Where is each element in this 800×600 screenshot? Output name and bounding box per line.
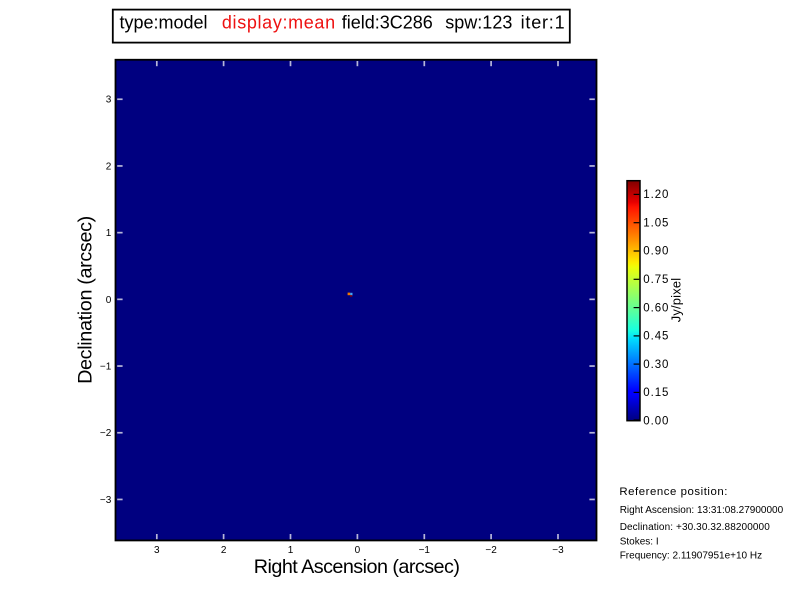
svg-text:−2: −2 — [100, 428, 112, 439]
svg-text:Right Ascension: 13:31:08.2790: Right Ascension: 13:31:08.27900000 — [620, 505, 784, 516]
svg-text:2: 2 — [106, 161, 112, 172]
svg-text:Jy/pixel: Jy/pixel — [669, 278, 684, 323]
svg-text:2: 2 — [221, 545, 227, 556]
svg-text:Declination: +30.30.32.8820000: Declination: +30.30.32.88200000 — [620, 522, 771, 533]
svg-text:3: 3 — [106, 95, 112, 106]
svg-text:Frequency: 2.11907951e+10 Hz: Frequency: 2.11907951e+10 Hz — [620, 551, 762, 562]
svg-text:0.90: 0.90 — [643, 246, 669, 258]
svg-text:1: 1 — [288, 545, 294, 556]
svg-text:3: 3 — [154, 545, 160, 556]
svg-text:Stokes: I: Stokes: I — [620, 537, 659, 548]
svg-text:1.05: 1.05 — [643, 217, 669, 229]
svg-text:0: 0 — [355, 545, 361, 556]
svg-text:−3: −3 — [100, 495, 112, 506]
svg-text:−1: −1 — [100, 362, 112, 373]
svg-text:Reference position:: Reference position: — [619, 486, 728, 498]
svg-text:0.15: 0.15 — [643, 387, 669, 399]
svg-text:Declination (arcsec): Declination (arcsec) — [74, 216, 96, 384]
svg-text:0.60: 0.60 — [643, 302, 669, 314]
svg-text:0: 0 — [106, 295, 112, 306]
svg-text:−2: −2 — [485, 545, 497, 556]
svg-text:Right Ascension (arcsec): Right Ascension (arcsec) — [254, 556, 460, 578]
svg-text:0.30: 0.30 — [643, 359, 669, 371]
svg-text:0.00: 0.00 — [643, 415, 669, 427]
svg-text:0.45: 0.45 — [643, 331, 669, 343]
svg-text:−3: −3 — [552, 545, 564, 556]
svg-text:0.75: 0.75 — [643, 274, 669, 286]
svg-text:1: 1 — [106, 228, 112, 239]
svg-text:1.20: 1.20 — [643, 189, 669, 201]
svg-text:−1: −1 — [419, 545, 431, 556]
